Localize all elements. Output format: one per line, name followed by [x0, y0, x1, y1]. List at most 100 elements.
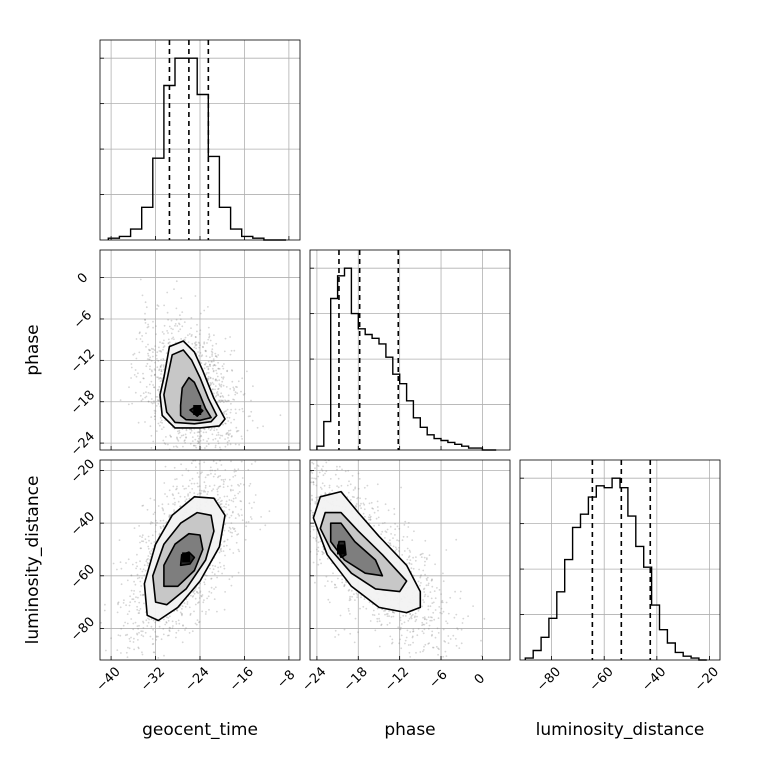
scatter-point [360, 596, 362, 599]
scatter-point [225, 491, 227, 493]
scatter-point [314, 477, 317, 480]
scatter-point [162, 439, 165, 442]
scatter-point [235, 470, 237, 472]
scatter-point [353, 593, 355, 595]
scatter-point [223, 608, 226, 611]
scatter-point [213, 363, 216, 366]
scatter-point [223, 529, 226, 532]
scatter-point [177, 492, 180, 495]
scatter-point [456, 627, 458, 630]
scatter-point [152, 320, 154, 323]
scatter-point [313, 477, 315, 480]
scatter-point [103, 609, 106, 612]
contour-level-3 [179, 551, 196, 567]
scatter-point [152, 351, 154, 353]
scatter-point [204, 363, 207, 366]
scatter-point [159, 416, 162, 419]
scatter-point [208, 608, 210, 611]
x-tick-label-luminosity_distance: −40 [639, 665, 669, 695]
scatter-point [375, 517, 378, 520]
scatter-point [152, 619, 155, 622]
scatter-point [423, 595, 426, 598]
scatter-point [200, 435, 203, 438]
scatter-point [392, 545, 395, 548]
scatter-point [163, 618, 165, 621]
scatter-point [196, 435, 199, 437]
scatter-point [144, 631, 147, 634]
scatter-point [209, 384, 212, 386]
scatter-point [137, 639, 139, 641]
scatter-point [229, 388, 232, 390]
scatter-point [223, 545, 225, 548]
scatter-point [157, 399, 160, 402]
scatter-point [195, 341, 197, 344]
scatter-point [311, 511, 314, 514]
scatter-point [152, 628, 155, 631]
scatter-point [149, 425, 152, 428]
scatter-point [275, 504, 277, 506]
scatter-point [351, 595, 353, 598]
scatter-point [198, 354, 200, 357]
scatter-point [142, 540, 145, 543]
scatter-point [447, 642, 450, 644]
scatter-point [419, 584, 421, 587]
scatter-point [209, 377, 212, 380]
scatter-point [175, 631, 178, 634]
scatter-point [216, 401, 219, 404]
scatter-point [156, 308, 158, 310]
scatter-point [419, 576, 422, 579]
scatter-point [194, 343, 197, 346]
scatter-point [373, 524, 375, 527]
scatter-point [171, 493, 174, 495]
scatter-point [378, 524, 380, 527]
scatter-point [408, 562, 411, 564]
scatter-point [218, 561, 221, 564]
scatter-point [205, 350, 207, 353]
scatter-point [320, 488, 323, 490]
scatter-point [134, 621, 137, 624]
scatter-point [194, 344, 197, 347]
scatter-point [211, 388, 214, 391]
scatter-point [274, 429, 276, 431]
scatter-point [267, 491, 269, 493]
scatter-point [455, 644, 458, 647]
scatter-point [152, 651, 155, 654]
scatter-point [166, 681, 168, 683]
scatter-point [237, 380, 240, 383]
scatter-point [197, 341, 200, 344]
scatter-point [203, 583, 206, 586]
scatter-point [206, 493, 209, 495]
panel-content [100, 440, 271, 683]
contour-level-1 [163, 349, 218, 425]
scatter-point [205, 455, 207, 457]
scatter-point [385, 613, 388, 615]
x-tick-label-geocent_time: −24 [183, 665, 213, 695]
scatter-point [312, 481, 315, 483]
scatter-point [149, 392, 152, 395]
scatter-point [373, 614, 376, 616]
scatter-point [371, 507, 374, 510]
scatter-point [189, 479, 191, 482]
scatter-point [357, 487, 360, 490]
scatter-point [138, 525, 141, 527]
scatter-point [139, 580, 142, 583]
scatter-point [190, 335, 193, 337]
scatter-point [334, 629, 337, 632]
scatter-point [231, 531, 234, 534]
scatter-point [139, 394, 142, 397]
scatter-point [238, 485, 241, 487]
scatter-point [257, 440, 259, 442]
scatter-point [127, 403, 130, 406]
scatter-point [138, 332, 141, 335]
scatter-point [148, 358, 150, 361]
scatter-point [200, 595, 203, 598]
density-fill-2 [330, 523, 383, 576]
scatter-point [423, 556, 426, 559]
scatter-point [166, 291, 169, 294]
scatter-point [179, 314, 181, 317]
scatter-point [284, 485, 286, 487]
scatter-point [206, 342, 208, 344]
scatter-point [222, 399, 224, 402]
scatter-point [237, 429, 240, 432]
scatter-point [232, 497, 235, 500]
